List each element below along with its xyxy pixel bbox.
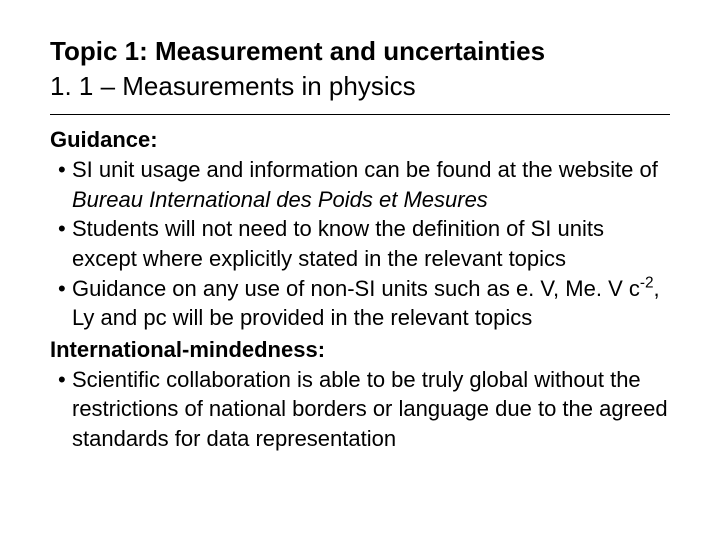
guidance-bullet-2-text: Students will not need to know the defin… (72, 216, 604, 271)
international-mindedness-label: International-mindedness: (50, 335, 670, 365)
slide-container: Topic 1: Measurement and uncertainties 1… (0, 0, 720, 540)
intl-bullet-1: •Scientific collaboration is able to be … (50, 365, 670, 454)
guidance-bullet-1-text-italic: Bureau International des Poids et Mesure… (72, 187, 488, 212)
bullet-icon: • (58, 365, 72, 395)
guidance-bullet-1: •SI unit usage and information can be fo… (50, 155, 670, 214)
slide-body: Guidance: •SI unit usage and information… (50, 125, 670, 454)
bullet-icon: • (58, 214, 72, 244)
intl-bullet-1-text: Scientific collaboration is able to be t… (72, 367, 668, 451)
guidance-bullet-3: •Guidance on any use of non-SI units suc… (50, 274, 670, 333)
bullet-icon: • (58, 274, 72, 304)
guidance-bullet-3-superscript: -2 (640, 274, 654, 291)
slide-heading: Topic 1: Measurement and uncertainties 1… (50, 34, 670, 104)
bullet-icon: • (58, 155, 72, 185)
guidance-bullet-3-text-pre: Guidance on any use of non-SI units such… (72, 276, 640, 301)
guidance-bullet-2: •Students will not need to know the defi… (50, 214, 670, 273)
heading-divider (50, 114, 670, 115)
guidance-label: Guidance: (50, 125, 670, 155)
topic-subtitle: 1. 1 – Measurements in physics (50, 69, 670, 104)
guidance-bullet-1-text-pre: SI unit usage and information can be fou… (72, 157, 658, 182)
topic-title: Topic 1: Measurement and uncertainties (50, 34, 670, 69)
